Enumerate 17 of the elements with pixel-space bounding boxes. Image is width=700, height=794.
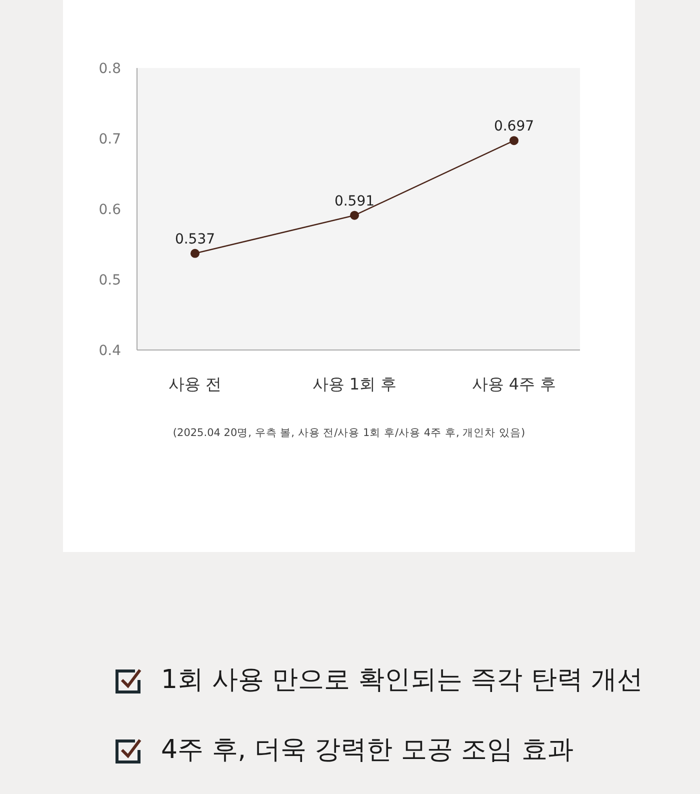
- y-tick-label: 0.4: [98, 342, 122, 359]
- text: (2025.04 20명, 우측 볼, 사용 전/사용 1회 후/사용 4주 후, 개인차 있음): [172, 426, 526, 440]
- point: [350, 210, 359, 220]
- y-tick-label: 0.7: [98, 131, 121, 148]
- x-tick-label: 사용 4주 후: [472, 374, 556, 394]
- point: [510, 136, 518, 146]
- y-tick-label: 0.5: [98, 272, 121, 288]
- y-tick-label: 0.6: [98, 202, 122, 218]
- x-tick-label: 사용 1회 후: [312, 374, 397, 394]
- point: [190, 248, 200, 258]
- data-label: 0.591: [334, 193, 375, 210]
- text: 4주 후, 더욱 강력한 모공 조임 효과: [161, 734, 574, 767]
- data-label: 0.537: [174, 231, 216, 248]
- data-label: 0.697: [494, 118, 534, 135]
- y-tick-label: 0.8: [98, 60, 121, 77]
- x-tick-label: 사용 전: [168, 374, 222, 394]
- text: 1회 사용 만으로 확인되는 즉각 탄력 개선: [161, 664, 644, 697]
